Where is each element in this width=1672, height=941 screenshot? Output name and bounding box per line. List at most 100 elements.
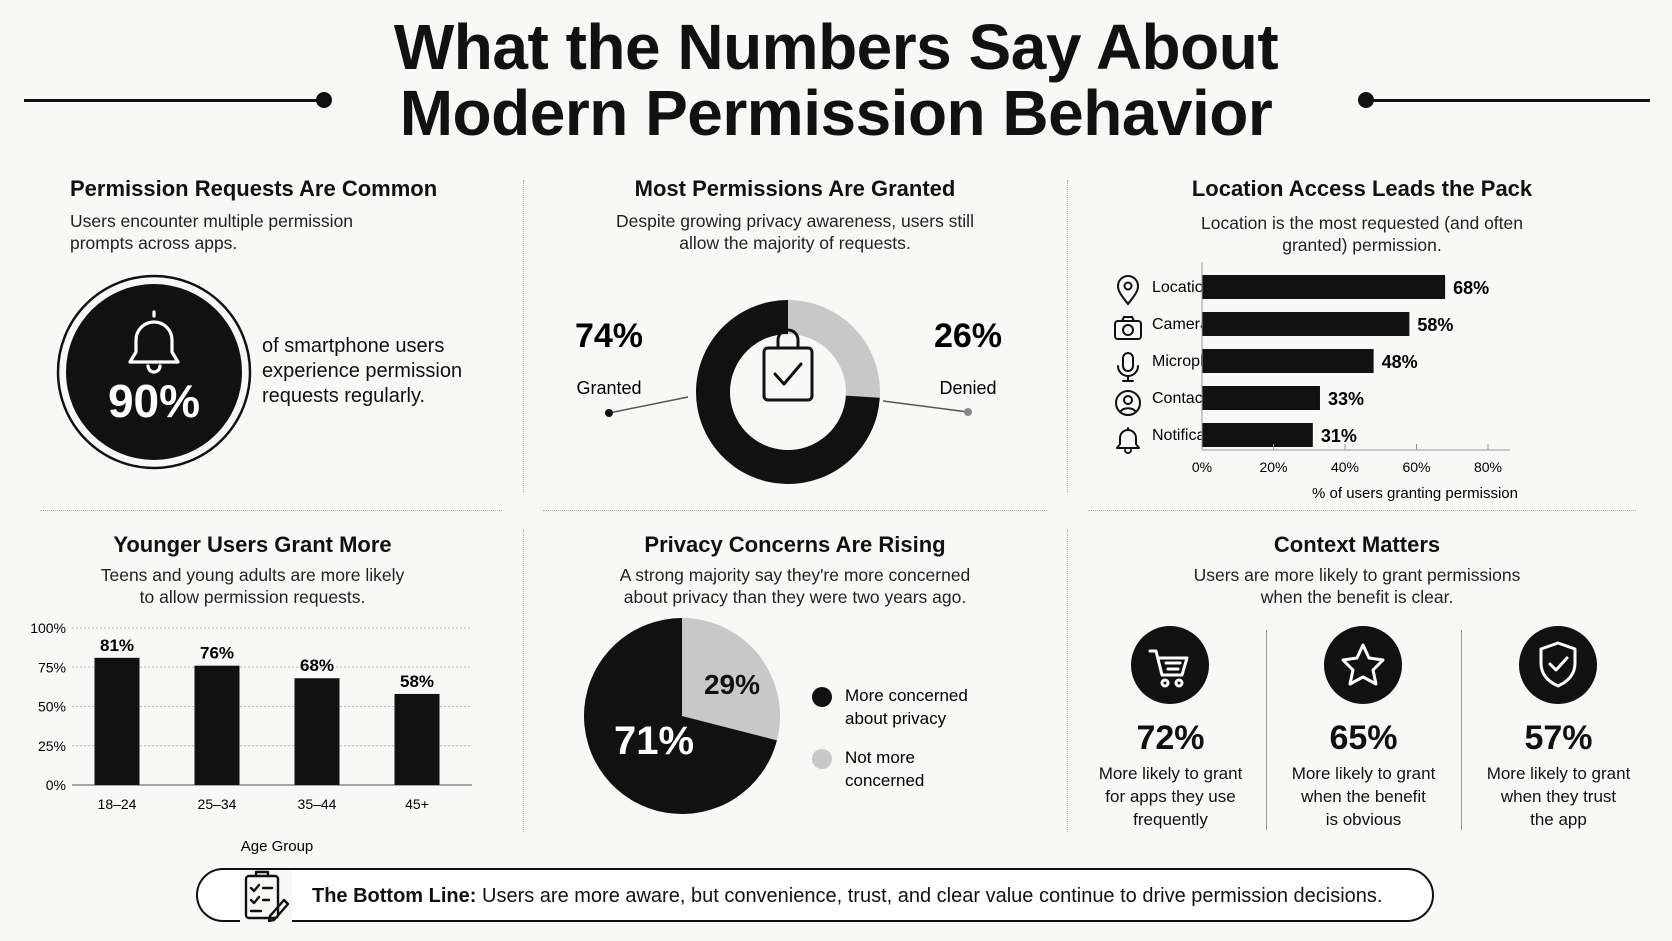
x-tick-label: 35–44 <box>298 796 337 812</box>
panel-subtitle-line: allow the majority of requests. <box>679 233 911 253</box>
context-description-line: for apps they use <box>1105 787 1236 806</box>
bottom-line-label: The Bottom Line: <box>312 885 477 907</box>
bar-category-label: Contacts <box>1152 390 1215 407</box>
context-item-frequent-use: 72% More likely to grant for apps they u… <box>1073 625 1268 831</box>
map-pin-icon <box>1116 275 1140 306</box>
bar-value-label: 58% <box>1417 315 1453 335</box>
panel-subtitle: Despite growing privacy awareness, users… <box>523 210 1067 254</box>
panel-subtitle-line: to allow permission requests. <box>139 587 366 607</box>
x-tick-label: 60% <box>1402 459 1430 475</box>
y-tick-label: 100% <box>30 620 66 636</box>
bottom-line-text: The Bottom Line: Users are more aware, b… <box>312 884 1382 908</box>
clipboard-check-icon <box>762 328 814 402</box>
x-tick-label: 0% <box>1192 459 1212 475</box>
panel-subtitle-line: A strong majority say they're more conce… <box>619 565 971 585</box>
context-icon-badge <box>1324 626 1402 704</box>
context-description-line: More likely to grant <box>1291 764 1436 783</box>
bar-value-label: 31% <box>1321 426 1357 446</box>
bar-value-label: 68% <box>300 656 334 675</box>
bar-location <box>1202 275 1446 299</box>
divider-vertical-bottom-2 <box>1067 530 1068 832</box>
microphone-icon <box>1117 352 1139 382</box>
panel-subtitle: A strong majority say they're more conce… <box>523 564 1067 608</box>
bar-notifications <box>1202 423 1313 447</box>
divider-horizontal-3 <box>1088 510 1636 511</box>
context-icon-badge <box>1519 626 1597 704</box>
bottom-line-banner <box>196 868 1434 922</box>
user-circle-icon <box>1115 390 1141 416</box>
context-value: 72% <box>1136 719 1205 757</box>
shield-check-icon <box>1539 641 1577 688</box>
cart-icon <box>1148 649 1189 688</box>
y-tick-label: 0% <box>46 777 66 793</box>
stat-description-line: requests regularly. <box>262 385 426 407</box>
age-bar-chart: 0% 25% 50% 75% 100% 81% 18–24 76% 25–34 68% 35–44… <box>30 620 472 855</box>
x-tick-label: 80% <box>1474 459 1502 475</box>
x-axis-title: Age Group <box>241 838 314 855</box>
legend-label-line: More concerned <box>845 686 968 705</box>
context-item-trust: 57% More likely to grant when they trust… <box>1461 625 1656 831</box>
page-title-line-2: Modern Permission Behavior <box>399 77 1273 149</box>
panel-title: Younger Users Grant More <box>113 532 392 557</box>
title-rule-right <box>1370 99 1650 102</box>
bar-age-1 <box>94 657 140 785</box>
bar-value-label: 76% <box>200 644 234 663</box>
pie-value-label: 29% <box>704 669 760 700</box>
x-tick-label: 18–24 <box>98 796 137 812</box>
divider-vertical-bottom-1 <box>523 530 524 832</box>
context-divider <box>1461 630 1462 830</box>
legend-swatch-dark <box>812 687 832 707</box>
legend-label-line: about privacy <box>845 709 947 728</box>
location-bar-chart: LocationCameraMicrophoneContactsNotifica… <box>1114 262 1518 502</box>
bar-category-label: Location <box>1152 279 1213 296</box>
context-description: More likely to grant when the benefit is… <box>1266 762 1461 831</box>
bell-icon <box>128 310 180 374</box>
legend-swatch-light <box>812 749 832 769</box>
donut-value-label: 74% <box>575 317 643 355</box>
bar-category-label: Camera <box>1152 316 1209 333</box>
stat-circle: 90% <box>56 274 252 470</box>
bar-value-label: 58% <box>400 672 434 691</box>
context-description: More likely to grant for apps they use f… <box>1073 762 1268 831</box>
donut-slice-granted <box>696 300 880 484</box>
stat-description-line: experience permission <box>262 360 463 382</box>
bar-value-label: 81% <box>100 636 134 655</box>
panel-subtitle-line: about privacy than they were two years a… <box>623 587 967 607</box>
leader-line-granted <box>608 396 689 414</box>
leader-dot-granted <box>605 409 613 417</box>
panel-subtitle: Users encounter multiple permission prom… <box>70 210 353 254</box>
donut-category-label: Granted <box>576 378 641 398</box>
context-value: 65% <box>1329 719 1398 757</box>
y-tick-label: 75% <box>38 659 66 675</box>
divider-horizontal-2 <box>543 510 1047 511</box>
bar-age-3 <box>294 678 340 785</box>
divider-vertical-top-1 <box>523 180 524 492</box>
title-rule-left <box>24 99 324 102</box>
bar-contacts <box>1202 386 1320 410</box>
context-divider <box>1266 630 1267 830</box>
context-description-line: when the benefit <box>1301 787 1426 806</box>
divider-horizontal-1 <box>40 510 502 511</box>
context-icon-badge <box>1131 626 1209 704</box>
bar-age-2 <box>194 665 240 785</box>
bar-camera <box>1202 312 1410 336</box>
panel-subtitle: Location is the most requested (and ofte… <box>1067 212 1657 256</box>
panel-subtitle-line: when the benefit is clear. <box>1260 587 1454 607</box>
camera-icon <box>1114 316 1142 340</box>
bottom-line-message: Users are more aware, but convenience, t… <box>482 885 1383 907</box>
panel-subtitle: Users are more likely to grant permissio… <box>1067 564 1647 608</box>
context-description-line: frequently <box>1133 810 1208 829</box>
leader-line-denied <box>882 400 969 413</box>
x-axis-title: % of users granting permission <box>1312 485 1518 502</box>
context-value: 57% <box>1524 719 1593 757</box>
donut-slice-denied <box>788 300 880 398</box>
context-description-line: is obvious <box>1325 810 1402 829</box>
pie-value-label: 71% <box>614 719 694 763</box>
y-tick-label: 25% <box>38 738 66 754</box>
stat-value: 90% <box>108 375 200 427</box>
leader-dot-denied <box>964 408 972 416</box>
title-dot-right <box>1358 92 1374 108</box>
bar-value-label: 48% <box>1382 352 1418 372</box>
title-dot-left <box>316 92 332 108</box>
bar-value-label: 68% <box>1453 278 1489 298</box>
